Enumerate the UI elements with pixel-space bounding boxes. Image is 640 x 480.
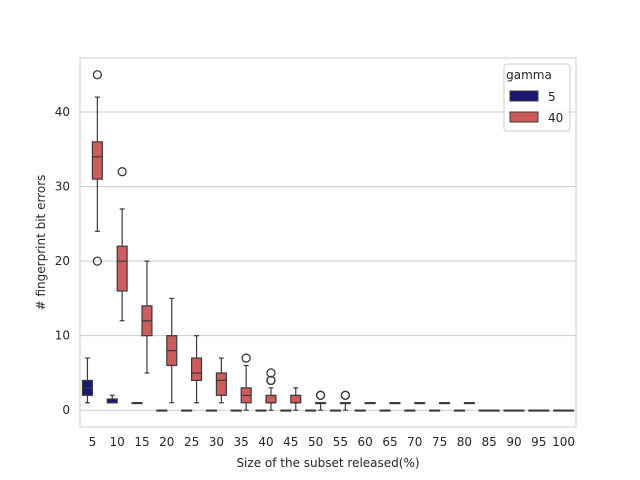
box-body	[265, 394, 277, 404]
y-axis-label: # fingerprint bit errors	[34, 175, 48, 311]
x-tick-label-5: 5	[89, 435, 97, 449]
x-tick-label-65: 65	[382, 435, 397, 449]
box-5-85	[478, 409, 490, 412]
y-tick-label-20: 20	[55, 254, 70, 268]
box-40-90	[513, 409, 525, 412]
x-tick-label-75: 75	[432, 435, 447, 449]
box-40-45	[290, 387, 302, 411]
x-tick-label-20: 20	[159, 435, 174, 449]
box-5-30	[205, 409, 217, 412]
outlier-point-0	[241, 353, 251, 363]
box-5-20	[156, 409, 168, 412]
box-5-50	[305, 409, 317, 412]
box-5-75	[429, 409, 441, 412]
x-axis: 5 10 15 20 25 30 35 40 45 50 55 60 65 70 75 80 85 90 95 100	[89, 435, 575, 449]
x-tick-label-30: 30	[209, 435, 224, 449]
box-40-30	[215, 357, 227, 404]
outlier-point-0	[117, 167, 127, 177]
box-5-5	[81, 357, 94, 404]
y-tick-label-10: 10	[55, 329, 70, 343]
box-40-25	[191, 335, 203, 404]
x-tick-label-100: 100	[552, 435, 575, 449]
outlier-point-1	[340, 390, 351, 400]
box-40-15	[141, 260, 153, 374]
x-tick-label-95: 95	[531, 435, 546, 449]
x-tick-label-15: 15	[134, 435, 149, 449]
legend-title: gamma	[506, 68, 552, 82]
x-tick-label-80: 80	[457, 435, 472, 449]
x-tick-label-35: 35	[234, 435, 249, 449]
x-tick-label-50: 50	[308, 435, 323, 449]
box-40-10	[116, 167, 128, 322]
y-axis: 0 10 20 30 40	[55, 105, 70, 417]
box-5-60	[354, 409, 366, 412]
x-tick-label-70: 70	[407, 435, 422, 449]
box-5-35	[230, 409, 242, 412]
box-body	[116, 245, 128, 292]
box-body	[290, 394, 302, 404]
y-tick-label-40: 40	[55, 105, 70, 119]
box-5-10	[106, 394, 118, 404]
box-40-70	[414, 402, 426, 405]
box-5-55	[329, 409, 342, 412]
box-40-40	[265, 368, 277, 411]
box-5-70	[404, 409, 416, 412]
x-tick-label-55: 55	[333, 435, 348, 449]
box-5-90	[503, 409, 515, 412]
box-5-40	[255, 409, 267, 412]
outlier-point-2	[266, 368, 276, 378]
x-tick-label-90: 90	[506, 435, 521, 449]
y-tick-label-30: 30	[55, 180, 70, 194]
x-tick-label-40: 40	[258, 435, 273, 449]
y-tick-label-0: 0	[62, 403, 70, 417]
legend-label-40: 40	[548, 111, 563, 125]
x-tick-label-85: 85	[482, 435, 497, 449]
box-40-5	[91, 70, 103, 266]
box-40-80	[463, 402, 475, 405]
box-40-35	[240, 353, 252, 411]
legend-label-5: 5	[548, 90, 556, 104]
x-tick-label-25: 25	[184, 435, 199, 449]
legend: gamma 5 40	[503, 63, 571, 132]
x-tick-label-10: 10	[110, 435, 125, 449]
box-40-95	[538, 409, 550, 412]
box-40-60	[364, 402, 376, 405]
x-axis-label: Size of the subset released(%)	[236, 456, 419, 470]
x-tick-label-60: 60	[358, 435, 373, 449]
box-body	[91, 141, 103, 180]
box-5-25	[181, 409, 193, 412]
box-5-45	[280, 409, 292, 412]
outlier-point-0	[92, 70, 103, 80]
box-5-15	[131, 402, 143, 405]
box-40-75	[439, 402, 451, 405]
legend-swatch-40	[509, 111, 539, 123]
box-40-65	[389, 402, 401, 405]
box-40-85	[488, 409, 500, 412]
x-tick-label-45: 45	[283, 435, 298, 449]
box-series	[81, 70, 575, 412]
box-40-100	[562, 409, 575, 412]
box-body	[215, 372, 227, 396]
box-40-20	[166, 297, 178, 404]
box-40-55	[339, 390, 351, 411]
box-5-65	[379, 409, 391, 412]
plot-area	[80, 58, 576, 427]
outlier-point-1	[315, 390, 326, 400]
box-body	[191, 357, 203, 382]
box-5-100	[553, 409, 565, 412]
plot-frame	[79, 57, 577, 428]
outlier-point-1	[92, 256, 103, 266]
box-5-80	[453, 409, 466, 412]
legend-swatch-5	[509, 90, 539, 102]
box-40-50	[315, 390, 327, 411]
box-5-95	[528, 409, 540, 412]
